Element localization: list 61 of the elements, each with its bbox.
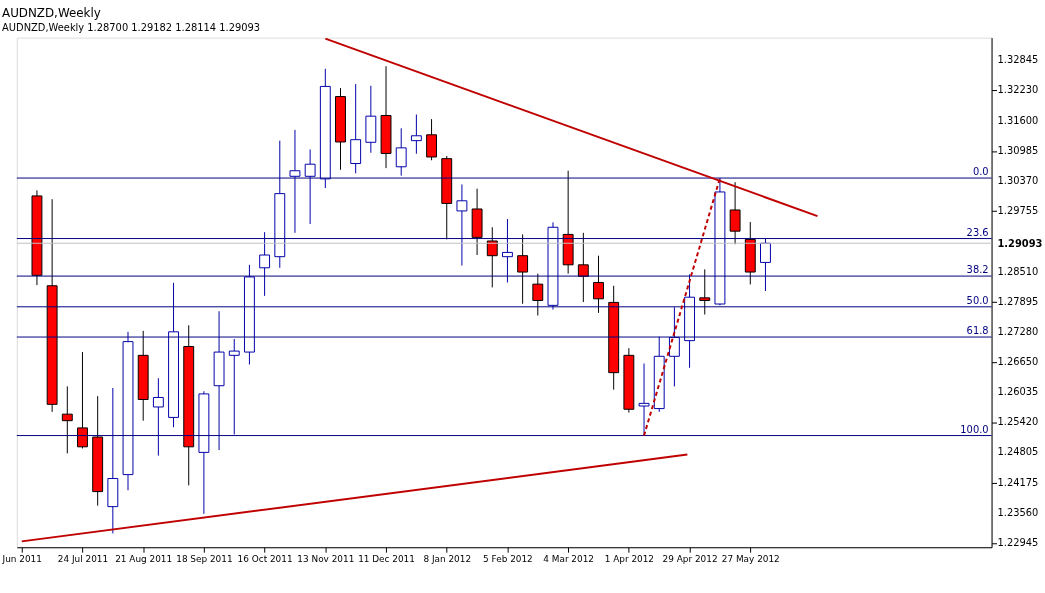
candlestick: [517, 233, 529, 305]
chart-title: AUDNZD,Weekly: [2, 5, 101, 20]
y-tick-label: 1.25420: [997, 416, 1039, 428]
candlestick: [426, 118, 438, 161]
ref-line-label: 1.29093: [997, 238, 1043, 250]
x-tick-label: 16 Oct 2011: [237, 553, 293, 564]
x-tick-label: 11 Dec 2011: [358, 553, 415, 564]
x-tick-label: 27 May 2012: [721, 553, 780, 564]
candlestick: [289, 129, 301, 234]
candlestick: [350, 83, 362, 174]
y-tick-label: 1.31600: [997, 114, 1039, 126]
candlestick: [395, 127, 407, 177]
candlestick: [699, 268, 711, 316]
x-tick-label: 18 Sep 2011: [176, 553, 233, 564]
y-tick-label: 1.24805: [997, 446, 1039, 458]
candlestick: [760, 238, 771, 292]
candlestick: [304, 148, 316, 225]
x-tick-label: Jun 2011: [1, 553, 42, 564]
annotation: 100.0: [960, 423, 989, 435]
candlestick: [486, 226, 498, 288]
annotation: 61.8: [966, 325, 989, 337]
x-tick-label: 24 Jul 2011: [57, 553, 109, 564]
candlestick: [77, 351, 88, 449]
candlestick: [668, 306, 680, 387]
candlestick: [502, 218, 513, 283]
annotation: 38.2: [966, 264, 989, 276]
candlestick: [456, 183, 468, 266]
y-tick-label: 1.32230: [997, 84, 1039, 96]
candlestick: [729, 181, 741, 245]
candlestick: [61, 385, 73, 454]
annotation: 0.0: [972, 166, 989, 178]
y-tick-label: 1.27895: [997, 295, 1039, 307]
y-tick-label: 1.30985: [997, 144, 1039, 156]
y-tick-label: 1.32845: [997, 54, 1039, 66]
y-tick-label: 1.26650: [997, 356, 1039, 368]
y-tick-label: 1.30370: [997, 174, 1039, 186]
x-tick-label: 8 Jan 2012: [423, 553, 472, 564]
candlestick: [638, 363, 650, 436]
candlestick: [532, 273, 544, 316]
y-tick-label: 1.28510: [997, 265, 1039, 277]
annotation: 23.6: [966, 226, 989, 238]
candlestick: [593, 255, 604, 314]
x-tick-label: 21 Aug 2011: [115, 553, 173, 564]
chart-subtitle: AUDNZD,Weekly 1.28700 1.29182 1.28114 1.29093: [2, 21, 261, 33]
x-tick-label: 5 Feb 2012: [483, 553, 533, 564]
candlestick: [228, 338, 240, 435]
y-tick-label: 1.22945: [997, 537, 1039, 549]
x-tick-label: 29 Apr 2012: [662, 553, 718, 564]
candlestick: [152, 377, 164, 457]
y-tick-label: 1.26035: [997, 386, 1039, 398]
y-tick-label: 1.24175: [997, 477, 1039, 489]
y-tick-label: 1.29755: [997, 204, 1039, 216]
x-tick-label: 1 Apr 2012: [604, 553, 655, 564]
candlestick: [410, 114, 422, 155]
x-tick-label: 13 Nov 2011: [297, 553, 355, 564]
y-tick-label: 1.27280: [997, 325, 1039, 337]
annotation: 50.0: [966, 294, 989, 306]
candlestick: [259, 231, 271, 297]
y-tick-label: 1.23560: [997, 507, 1039, 519]
x-tick-label: 4 Mar 2012: [543, 553, 595, 564]
candlestick: [577, 232, 589, 303]
